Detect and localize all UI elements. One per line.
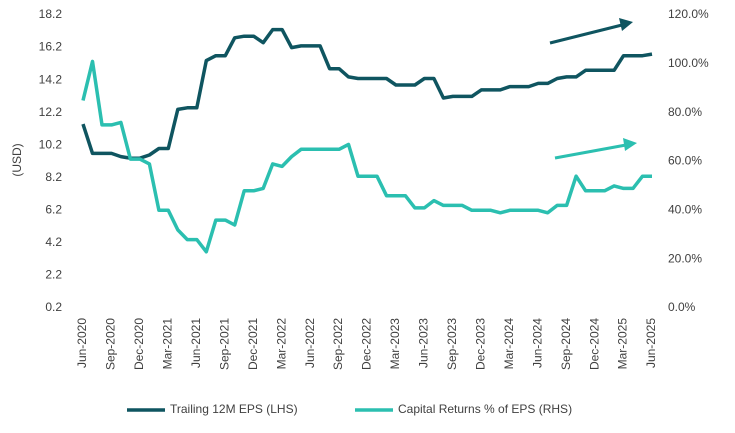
series-line (81, 59, 652, 254)
arrow-head (623, 138, 637, 151)
arrow-head (619, 18, 633, 31)
x-tick-label: Mar-2021 (161, 318, 175, 370)
x-tick-label: Dec-2023 (473, 318, 487, 370)
tick-label: 12.2 (39, 105, 63, 119)
legend-label: Trailing 12M EPS (LHS) (170, 402, 298, 416)
trend-arrows (549, 18, 637, 160)
x-tick-label: Dec-2020 (132, 318, 146, 370)
arrow (554, 143, 627, 160)
x-tick-label: Mar-2023 (388, 318, 402, 370)
x-tick-label: Mar-2022 (274, 318, 288, 370)
tick-label: 4.2 (45, 235, 62, 249)
x-tick-label: Sep-2020 (104, 318, 118, 370)
series-line (81, 27, 653, 160)
x-tick-label: Sep-2023 (445, 318, 459, 370)
tick-label: 18.2 (39, 7, 63, 21)
x-tick-label: Mar-2025 (616, 318, 630, 370)
arrow (549, 23, 623, 45)
tick-label: 40.0% (668, 203, 702, 217)
x-tick-label: Jun-2021 (189, 318, 203, 368)
x-tick-label: Sep-2021 (217, 318, 231, 370)
x-tick-label: Jun-2022 (303, 318, 317, 368)
x-tick-label: Jun-2023 (417, 318, 431, 368)
tick-label: 120.0% (668, 7, 709, 21)
tick-label: 2.2 (45, 268, 62, 282)
tick-label: 0.2 (45, 300, 62, 314)
tick-label: 6.2 (45, 203, 62, 217)
tick-label: 20.0% (668, 251, 702, 265)
x-tick-label: Jun-2025 (644, 318, 658, 368)
x-tick-label: Dec-2022 (360, 318, 374, 370)
x-tick-label: Jun-2024 (530, 318, 544, 368)
tick-label: 16.2 (39, 40, 63, 54)
x-tick-label: Sep-2024 (559, 318, 573, 370)
legend-label: Capital Returns % of EPS (RHS) (398, 402, 572, 416)
y-axis-label: (USD) (10, 143, 24, 176)
tick-label: 10.2 (39, 137, 63, 151)
tick-label: 0.0% (668, 300, 696, 314)
tick-label: 60.0% (668, 154, 702, 168)
tick-label: 80.0% (668, 105, 702, 119)
x-tick-label: Dec-2024 (587, 318, 601, 370)
x-tick-label: Sep-2022 (331, 318, 345, 370)
x-tick-label: Mar-2024 (502, 318, 516, 370)
x-tick-label: Jun-2020 (75, 318, 89, 368)
tick-label: 8.2 (45, 170, 62, 184)
x-tick-label: Dec-2021 (246, 318, 260, 370)
tick-label: 14.2 (39, 72, 63, 86)
tick-label: 100.0% (668, 56, 709, 70)
